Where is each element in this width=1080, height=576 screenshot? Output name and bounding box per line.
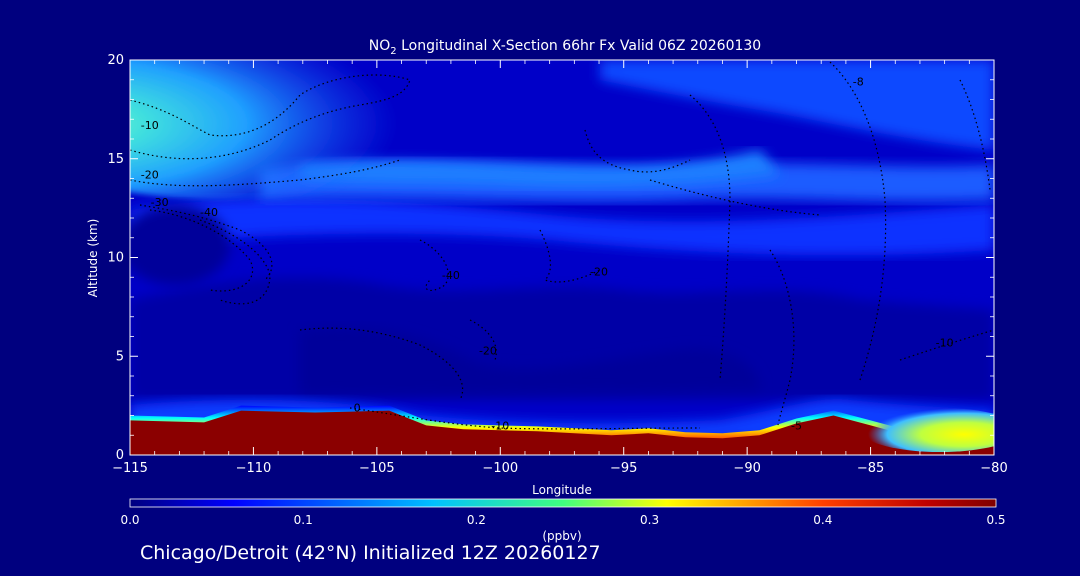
y-tick-label: 5	[116, 349, 124, 364]
x-tick-label: −110	[236, 461, 272, 476]
x-tick-label: −115	[112, 461, 148, 476]
contour-label: -10	[491, 419, 509, 432]
footer-caption: Chicago/Detroit (42°N) Initialized 12Z 2…	[140, 542, 601, 564]
contour-label: -10	[936, 336, 954, 349]
colorbar	[130, 499, 996, 507]
jet-level-band	[130, 198, 994, 256]
contour-line	[769, 249, 795, 426]
contour-line	[959, 79, 991, 191]
y-tick-label: 10	[107, 251, 124, 266]
colorbar-frame	[129, 498, 997, 508]
contour-label: -40	[200, 206, 218, 219]
x-tick-label: −90	[733, 461, 760, 476]
no2-concentration-field	[130, 60, 994, 455]
contour-label: -20	[479, 344, 497, 357]
upper-left-dark-core	[130, 205, 230, 285]
upper-right-region	[600, 60, 994, 150]
contour-label: -20	[590, 265, 608, 278]
x-tick-label: −100	[482, 461, 518, 476]
colorbar-tick-label: 0.3	[640, 513, 659, 527]
y-axis-label: Altitude (km)	[86, 219, 100, 298]
contour-line	[130, 159, 401, 187]
contour-line	[419, 239, 449, 292]
y-tick-label: 20	[107, 53, 124, 68]
contour-label: -30	[151, 196, 169, 209]
contour-label: 0	[354, 402, 361, 415]
y-tick-label: 15	[107, 152, 124, 167]
contour-line	[349, 407, 701, 430]
x-axis: −115 −110 −105 −100 −95 −90 −85 −80	[112, 60, 1008, 476]
colorbar-tick-label: 0.1	[294, 513, 313, 527]
temperature-contours	[130, 61, 994, 430]
eastern-plume	[860, 408, 994, 452]
y-axis: 0 5 10 15 20	[107, 53, 994, 463]
contour-line	[469, 319, 497, 361]
contour-line	[899, 329, 994, 361]
mid-troposphere-core	[300, 327, 760, 395]
contour-line	[299, 327, 464, 401]
contour-label: -20	[141, 169, 159, 182]
surface-layer-group	[130, 405, 994, 455]
x-tick-label: −105	[359, 461, 395, 476]
x-tick-label: −95	[610, 461, 637, 476]
surface-layer-core	[130, 410, 994, 455]
stratospheric-maximum	[130, 60, 470, 200]
x-tick-label: −80	[980, 461, 1007, 476]
colorbar-ticks: 0.0 0.1 0.2 0.3 0.4 0.5	[120, 513, 1005, 527]
colorbar-tick-label: 0.4	[813, 513, 832, 527]
colorbar-tick-label: 0.5	[986, 513, 1005, 527]
contour-label: -10	[141, 119, 159, 132]
contour-line	[539, 229, 601, 283]
chart-title: NO2 Longitudinal X-Section 66hr Fx Valid…	[369, 38, 761, 57]
contour-label: -40	[442, 269, 460, 282]
contour-label: -8	[853, 76, 864, 89]
x-tick-label: −85	[857, 461, 884, 476]
colorbar-label: (ppbv)	[542, 529, 581, 543]
contour-line	[130, 79, 411, 160]
y-tick-label: 0	[116, 448, 124, 463]
colorbar-tick-label: 0.2	[467, 513, 486, 527]
contour-line	[689, 94, 731, 381]
contour-label: -5	[791, 419, 802, 432]
x-axis-label: Longitude	[532, 483, 592, 497]
upper-level-band-core	[300, 150, 780, 187]
colorbar-tick-label: 0.0	[120, 513, 139, 527]
contour-line	[649, 179, 821, 216]
